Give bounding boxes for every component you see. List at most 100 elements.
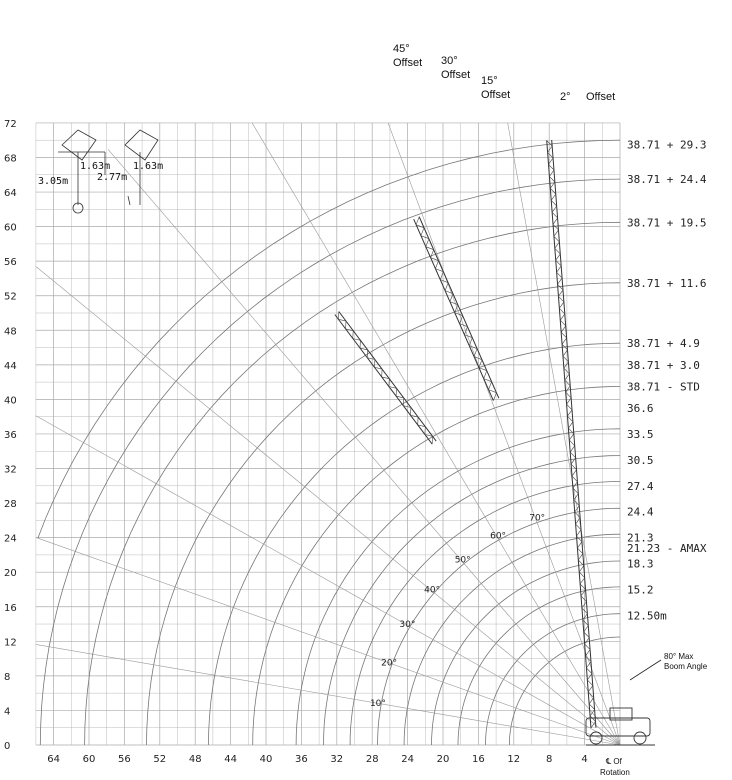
y-tick-label: 56: [4, 257, 17, 268]
offset-30-angle: 30°: [441, 55, 458, 67]
boom-length-label: 38.71 - STD: [627, 380, 700, 393]
y-tick-label: 32: [4, 465, 17, 476]
jib-detail-inset: [58, 129, 159, 214]
y-tick-label: 36: [4, 430, 17, 441]
x-tick-label: 36: [295, 754, 308, 765]
boom-lattice: [546, 140, 596, 729]
boom-chord: [546, 140, 592, 728]
offset-15-angle: 15°: [481, 75, 498, 87]
boom-length-label: 33.5: [627, 428, 654, 441]
x-tick-label: 12: [507, 754, 520, 765]
grid: [35, 122, 621, 746]
jib-head-right-icon: [124, 129, 159, 161]
y-tick-label: 64: [4, 188, 17, 199]
jib-dim-1: 1.63m: [80, 161, 110, 172]
boom-length-arc: [37, 139, 621, 539]
hook-icon: [72, 202, 84, 214]
boom-angle-label: 60°: [490, 531, 506, 541]
boom-length-arcs: [37, 139, 621, 746]
offset-15-label: Offset: [481, 89, 510, 101]
boom-length-arc: [377, 507, 621, 746]
rotation-line1: ℄ Of: [605, 757, 623, 766]
boom-angle-ray: [35, 266, 621, 746]
jib-dim-3: 3.05m: [38, 176, 68, 187]
jib-dim-4: 2.77m: [97, 172, 127, 183]
boom-length-arc: [146, 282, 621, 746]
boom-length-arc: [84, 221, 621, 746]
offset-labels: 45° Offset 30° Offset 15° Offset 2° Offs…: [393, 43, 615, 103]
boom-length-label: 38.71 + 4.9: [627, 337, 700, 350]
jib-head-left-icon: [61, 129, 97, 161]
y-tick-label: 72: [4, 119, 17, 130]
boom-length-arc: [323, 455, 621, 746]
boom-angle-ray: [107, 149, 621, 746]
boom-length-arc: [39, 178, 621, 746]
x-tick-label: 4: [581, 754, 587, 765]
rotation-line2: Rotation: [600, 768, 630, 777]
boom-length-arc: [295, 428, 621, 746]
boom-chord: [338, 311, 437, 442]
boom-angle-ray: [35, 537, 621, 746]
x-tick-label: 44: [224, 754, 237, 765]
y-tick-label: 44: [4, 361, 17, 372]
boom-angle-ray: [507, 122, 621, 746]
boom-drawings: [334, 139, 597, 729]
x-tick-label: 56: [118, 754, 131, 765]
wheel-icon: [589, 731, 603, 745]
boom-length-label: 24.4: [627, 506, 654, 519]
y-tick-label: 12: [4, 637, 17, 648]
boom-angle-label: 20°: [381, 658, 397, 668]
boom-length-label: 21.3: [627, 532, 654, 545]
boom-angle-label: 10°: [370, 699, 386, 709]
x-axis-ticks: 64 60 56 52 48 44 40 36 32 28 24 20 16 12 8 4: [47, 754, 588, 765]
y-tick-label: 68: [4, 153, 17, 164]
boom-length-label: 38.71 + 19.5: [627, 216, 706, 229]
boom-angle-label: 50°: [455, 556, 471, 566]
offset-2-label: Offset: [586, 91, 615, 103]
boom-length-arc: [349, 481, 621, 746]
x-tick-label: 24: [401, 754, 414, 765]
boom-angle-label: 70°: [529, 514, 545, 524]
boom-length-arc: [457, 586, 621, 746]
y-tick-label: 48: [4, 326, 17, 337]
x-tick-label: 52: [153, 754, 166, 765]
boom-angle-label: 40°: [424, 585, 440, 595]
boom-length-labels: 38.71 + 29.3 38.71 + 24.4 38.71 + 19.5 38.7…: [627, 139, 707, 623]
boom-angle-ray: [35, 644, 621, 746]
boom-angle-rays: [35, 122, 621, 746]
offset-2-angle: 2°: [560, 91, 571, 103]
max-angle-line2: Boom Angle: [664, 662, 708, 671]
y-tick-label: 0: [4, 741, 10, 752]
boom-angle-label: 30°: [399, 620, 415, 630]
jib-dim-2: 1.63m: [133, 161, 163, 172]
max-angle-line1: 80° Max: [664, 652, 693, 661]
y-tick-label: 52: [4, 292, 17, 303]
boom-length-label: 38.71 + 29.3: [627, 139, 706, 152]
boom-angle-ray: [387, 122, 621, 746]
boom-length-label: 30.5: [627, 454, 654, 467]
boom-chord: [334, 314, 433, 445]
boom-chord: [418, 216, 500, 399]
y-tick-label: 40: [4, 395, 17, 406]
crane-carrier: [585, 707, 655, 746]
offset-30-label: Offset: [441, 69, 470, 81]
boom-length-label: 38.71 + 3.0: [627, 359, 700, 372]
boom-angle-ray: [35, 415, 621, 746]
boom-length-arc: [252, 386, 621, 746]
x-tick-label: 32: [330, 754, 343, 765]
x-tick-label: 16: [472, 754, 485, 765]
boom-length-arc: [508, 636, 621, 745]
y-tick-label: 28: [4, 499, 17, 510]
boom-length-label: 12.50m: [627, 609, 667, 622]
y-tick-label: 4: [4, 706, 10, 717]
boom-length-arc: [485, 613, 621, 746]
boom-length-label: 27.4: [627, 480, 654, 493]
boom-chord: [413, 218, 494, 401]
x-tick-label: 28: [366, 754, 379, 765]
x-tick-label: 8: [546, 754, 552, 765]
boom-length-label: 38.71 + 24.4: [627, 173, 707, 186]
y-tick-label: 60: [4, 223, 17, 234]
x-tick-label: 64: [47, 754, 60, 765]
